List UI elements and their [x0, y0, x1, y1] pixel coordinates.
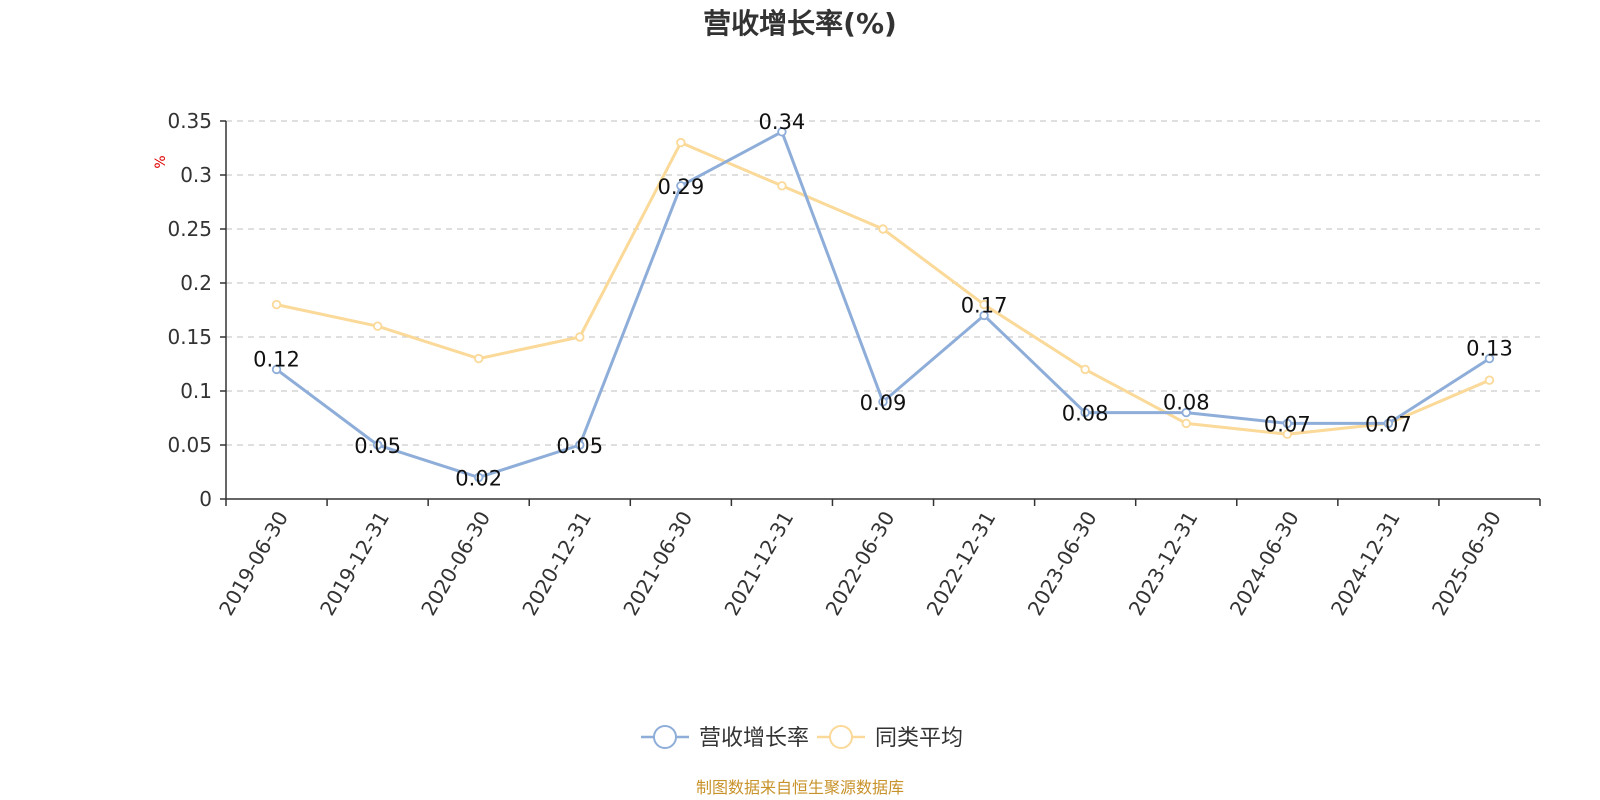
x-tick-label: 2022-06-30	[820, 507, 899, 620]
data-point	[1181, 418, 1191, 429]
data-point	[878, 397, 888, 407]
legend-item[interactable]: 营收增长率	[641, 725, 809, 751]
y-tick-label: 0.05	[167, 433, 212, 457]
x-tick-label: 2020-06-30	[416, 507, 495, 620]
x-tick-label: 2021-12-31	[719, 507, 798, 620]
data-point	[777, 181, 787, 191]
x-tick-label: 2019-06-30	[214, 507, 293, 620]
data-point	[473, 472, 484, 483]
data-label: 0.07	[1264, 412, 1311, 436]
grid-lines	[226, 120, 1540, 446]
y-tick-label: 0.35	[167, 109, 212, 133]
data-point	[979, 310, 989, 321]
y-tick-label: 0.2	[180, 271, 212, 295]
data-point	[777, 127, 787, 137]
chart-title: 营收增长率(%)	[703, 7, 897, 40]
y-tick-label: 0.1	[180, 379, 212, 403]
legend-label: 营收增长率	[699, 726, 809, 751]
data-label: 0.07	[1365, 412, 1412, 436]
data-point	[1181, 407, 1191, 418]
data-label: 0.08	[1163, 391, 1210, 415]
x-tick-label: 2022-12-31	[922, 507, 1001, 620]
data-label: 0.13	[1466, 337, 1513, 361]
data-label: 0.17	[961, 293, 1008, 317]
y-tick-label: 0	[199, 487, 212, 511]
data-point	[1080, 407, 1090, 418]
data-point	[271, 364, 282, 375]
data-point	[271, 299, 282, 310]
data-point	[1282, 418, 1293, 429]
data-point	[1383, 418, 1394, 429]
source-note: 制图数据来自恒生聚源数据库	[696, 778, 904, 797]
data-label: 0.02	[455, 466, 502, 490]
data-point	[1282, 429, 1293, 439]
data-label: 0.05	[556, 434, 603, 458]
data-point	[575, 332, 585, 342]
data-label: 0.09	[860, 391, 907, 415]
data-point	[372, 440, 383, 450]
axes: 0 0.05 0.1 0.15 0.2 0.25 0.3 0.35 2019-06-30 2019…	[167, 109, 1541, 620]
y-tick-label: 0.25	[167, 217, 212, 241]
data-point	[676, 181, 686, 191]
x-tick-label: 2021-06-30	[618, 507, 697, 620]
y-tick-label: 0.15	[167, 325, 212, 349]
series-lines	[271, 127, 1495, 483]
legend-marker	[653, 725, 677, 749]
data-point	[1484, 353, 1495, 364]
legend-item[interactable]: 同类平均	[817, 725, 963, 751]
y-axis-label: %	[153, 155, 169, 168]
legend-label: 同类平均	[875, 726, 963, 751]
data-point	[1484, 375, 1495, 385]
data-label: 0.08	[1062, 402, 1109, 426]
legend-marker	[829, 725, 853, 749]
x-tick-label: 2020-12-31	[517, 507, 596, 620]
x-tick-label: 2024-06-30	[1225, 507, 1304, 620]
data-point	[1080, 364, 1090, 375]
data-point	[878, 224, 888, 234]
data-point	[372, 321, 383, 331]
data-point	[979, 299, 989, 310]
data-label: 0.34	[759, 110, 806, 134]
x-tick-label: 2023-06-30	[1023, 507, 1102, 620]
data-label: 0.05	[354, 434, 401, 458]
data-labels: 0.12 0.05 0.02 0.05 0.29 0.34 0.09 0.17 0.08 0.08…	[253, 110, 1513, 491]
x-tick-label: 2024-12-31	[1326, 507, 1405, 620]
x-tick-label: 2025-06-30	[1427, 507, 1506, 620]
data-label: 0.29	[657, 175, 704, 199]
x-tick-label: 2019-12-31	[315, 507, 394, 620]
data-point	[676, 137, 686, 148]
legend[interactable]: 营收增长率 同类平均	[641, 725, 963, 751]
x-tick-label: 2023-12-31	[1124, 507, 1203, 620]
data-label: 0.12	[253, 347, 300, 371]
data-point	[473, 353, 484, 364]
y-tick-label: 0.3	[180, 163, 212, 187]
data-point	[575, 440, 585, 450]
